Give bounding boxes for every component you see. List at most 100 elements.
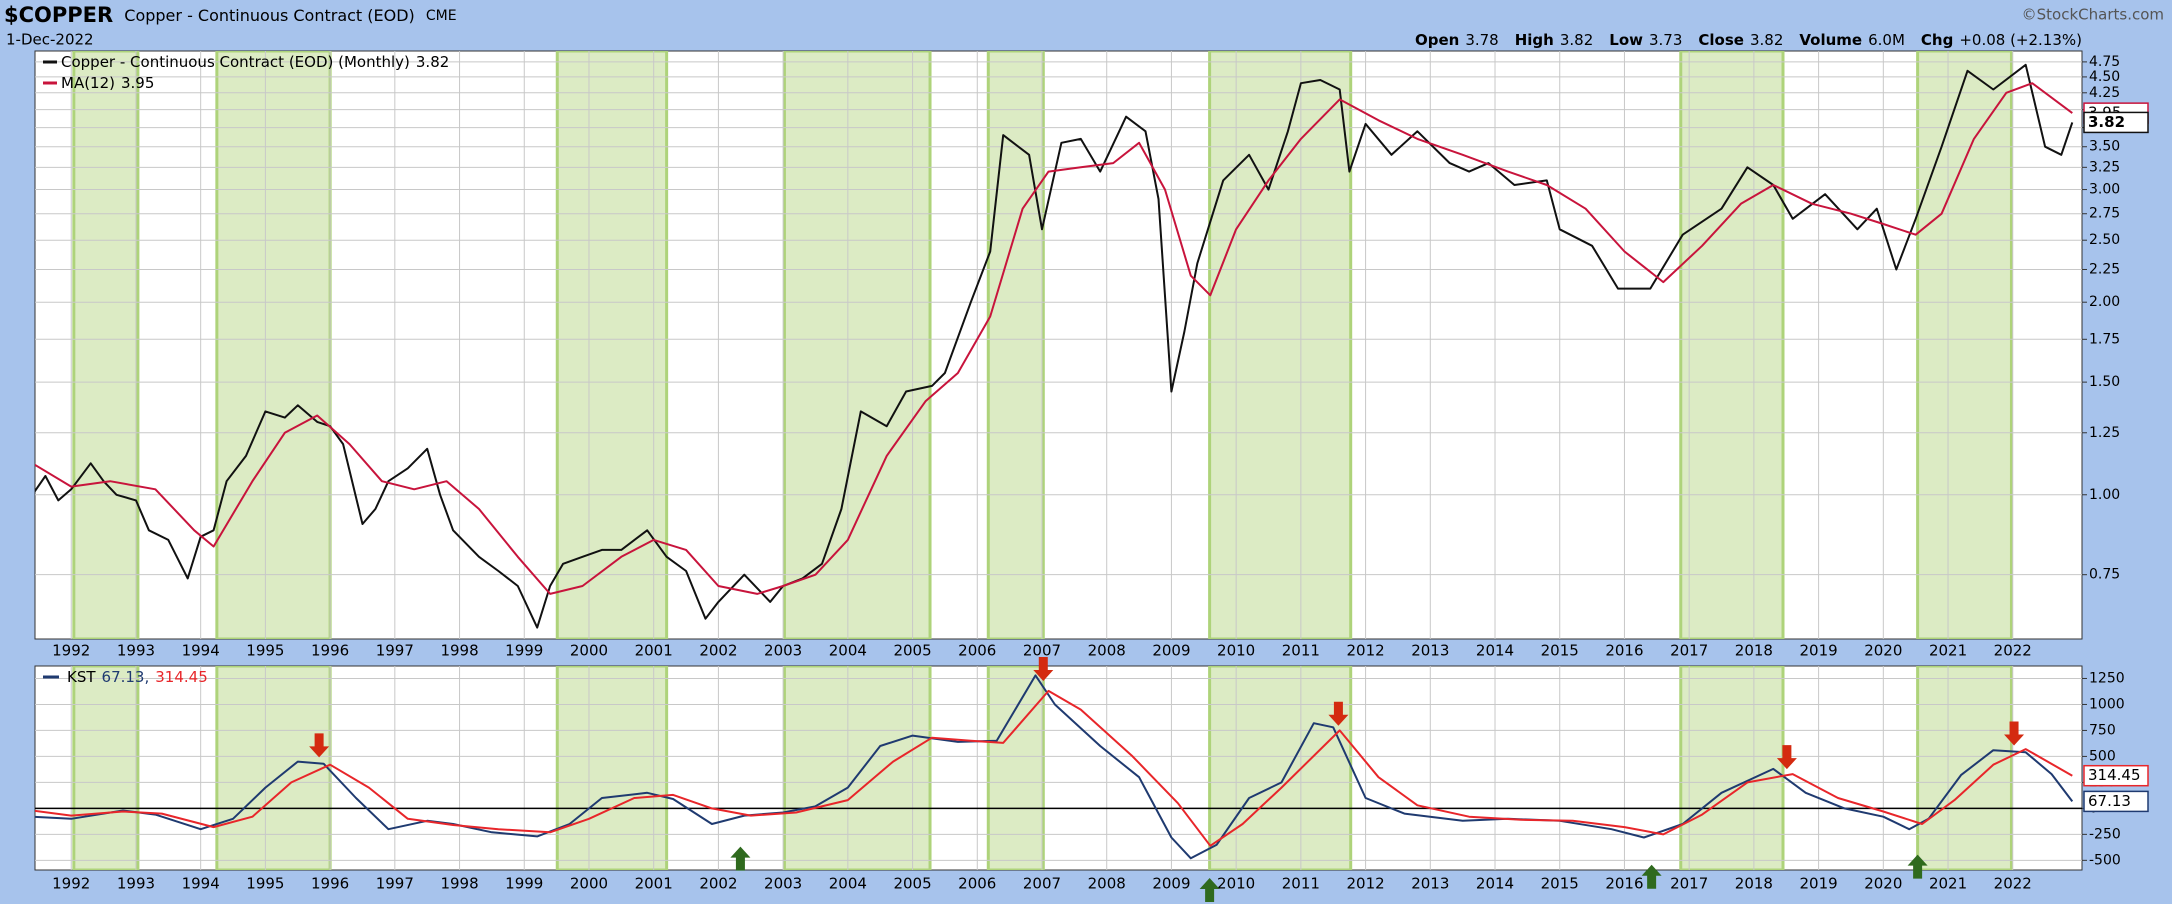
- x-tick-label: 2008: [1088, 642, 1126, 660]
- x-tick-label: 2015: [1541, 642, 1579, 660]
- x-tick-label: 2017: [1670, 875, 1708, 893]
- x-tick-label: 1996: [311, 642, 349, 660]
- shaded-range: [1679, 51, 1785, 639]
- buy-arrow: [730, 846, 751, 871]
- x-tick-label: 1999: [505, 875, 543, 893]
- y-tick-label: 2.50: [2089, 232, 2120, 248]
- x-tick-label: 2011: [1282, 875, 1320, 893]
- sell-arrow: [1328, 701, 1349, 726]
- last-value-box: [2083, 111, 2149, 134]
- x-tick-label: 2010: [1217, 875, 1255, 893]
- shaded-range: [555, 51, 669, 639]
- x-tick-label: 2016: [1605, 642, 1643, 660]
- y-tick-label: 4.50: [2089, 69, 2120, 85]
- x-tick-label: 1993: [117, 875, 155, 893]
- x-tick-label: 2022: [1994, 642, 2032, 660]
- shaded-range: [782, 51, 932, 639]
- x-tick-label: 2010: [1217, 642, 1255, 660]
- x-tick-label: 2012: [1346, 875, 1384, 893]
- instrument-name: Copper - Continuous Contract (EOD): [124, 6, 415, 25]
- x-tick-label: 2005: [893, 642, 931, 660]
- x-tick-label: 2014: [1476, 642, 1514, 660]
- y-tick-label: 1.25: [2089, 425, 2120, 441]
- x-tick-label: 2013: [1411, 642, 1449, 660]
- x-tick-label: 2014: [1476, 875, 1514, 893]
- y-tick-label: 0.75: [2089, 567, 2120, 583]
- last-value-box: [2083, 764, 2149, 787]
- x-tick-label: 2009: [1152, 642, 1190, 660]
- last-value-label: 314.45: [2088, 766, 2141, 784]
- x-tick-label: 1995: [246, 875, 284, 893]
- x-tick-label: 2015: [1541, 875, 1579, 893]
- quote-value: 3.78: [1465, 31, 1498, 49]
- sell-arrow: [1033, 656, 1054, 681]
- quote-value: 3.82: [1750, 31, 1783, 49]
- y-tick-label: 2.25: [2089, 261, 2120, 277]
- quote-value: 6.0M: [1868, 31, 1905, 49]
- x-tick-label: 1995: [246, 642, 284, 660]
- source: ©StockCharts.com: [2022, 6, 2164, 24]
- x-tick-label: 2006: [958, 642, 996, 660]
- y-tick-label: 4.25: [2089, 85, 2120, 101]
- x-tick-label: 2007: [1023, 642, 1061, 660]
- y-tick-label: -250: [2089, 826, 2121, 842]
- quote-value: 3.73: [1649, 31, 1682, 49]
- y-tick-label: 500: [2089, 748, 2116, 764]
- x-tick-label: 2000: [570, 875, 608, 893]
- date: 1-Dec-2022: [6, 31, 94, 49]
- x-tick-label: 2022: [1994, 875, 2032, 893]
- quote-value: 3.82: [1560, 31, 1593, 49]
- legend-value: 3.95: [121, 74, 154, 92]
- x-tick-label: 1999: [505, 642, 543, 660]
- shaded-range: [1916, 666, 2013, 870]
- legend-value: 67.13,: [102, 668, 150, 686]
- shaded-range: [72, 666, 140, 870]
- x-tick-label: 1998: [440, 875, 478, 893]
- symbol: $COPPER: [4, 3, 113, 27]
- last-value-label: 67.13: [2088, 792, 2131, 810]
- y-tick-label: 1.00: [2089, 487, 2120, 503]
- legend-title: KST: [67, 668, 96, 686]
- plot-layer: [35, 666, 2082, 870]
- plot-layer: [35, 51, 2082, 639]
- x-tick-label: 2011: [1282, 642, 1320, 660]
- x-tick-label: 1992: [52, 875, 90, 893]
- shaded-range: [1916, 51, 2013, 639]
- x-tick-label: 2020: [1864, 875, 1902, 893]
- y-tick-label: 2.00: [2089, 294, 2120, 310]
- x-tick-label: 1994: [182, 642, 220, 660]
- x-tick-label: 2001: [635, 642, 673, 660]
- legend-entry: MA(12) 3.95: [61, 74, 154, 92]
- x-tick-label: 2017: [1670, 642, 1708, 660]
- legend: KST 67.13, 314.45: [67, 668, 208, 686]
- buy-arrow: [1907, 854, 1928, 879]
- x-tick-label: 2004: [829, 875, 867, 893]
- quote-value: +0.08 (+2.13%): [1959, 31, 2082, 49]
- buy-arrow: [1641, 864, 1662, 889]
- exchange: CME: [426, 8, 457, 24]
- y-tick-label: 1000: [2089, 696, 2125, 712]
- x-tick-label: 2007: [1023, 875, 1061, 893]
- x-tick-label: 1996: [311, 875, 349, 893]
- x-tick-label: 2018: [1735, 642, 1773, 660]
- x-tick-label: 1997: [376, 875, 414, 893]
- shaded-range: [1208, 666, 1353, 870]
- y-tick-label: 1.50: [2089, 374, 2120, 390]
- x-tick-label: 1998: [440, 642, 478, 660]
- quote-line: Open 3.78 High 3.82 Low 3.73 Close 3.82 Volume 6.…: [1415, 31, 2082, 49]
- shaded-range: [72, 51, 140, 639]
- last-value-label: 3.82: [2088, 113, 2125, 131]
- shaded-range: [1679, 666, 1785, 870]
- series-line: [35, 674, 2074, 860]
- x-tick-label: 2001: [635, 875, 673, 893]
- legend-value: 3.82: [416, 53, 449, 71]
- shaded-range: [555, 666, 669, 870]
- x-tick-label: 2003: [764, 642, 802, 660]
- x-tick-label: 2013: [1411, 875, 1449, 893]
- y-tick-label: 3.25: [2089, 159, 2120, 175]
- x-tick-label: 2009: [1152, 875, 1190, 893]
- y-tick-label: -500: [2089, 852, 2121, 868]
- legend-entry: Copper - Continuous Contract (EOD) (Mont…: [61, 53, 449, 71]
- shaded-range: [986, 666, 1045, 870]
- series-line: [35, 689, 2073, 847]
